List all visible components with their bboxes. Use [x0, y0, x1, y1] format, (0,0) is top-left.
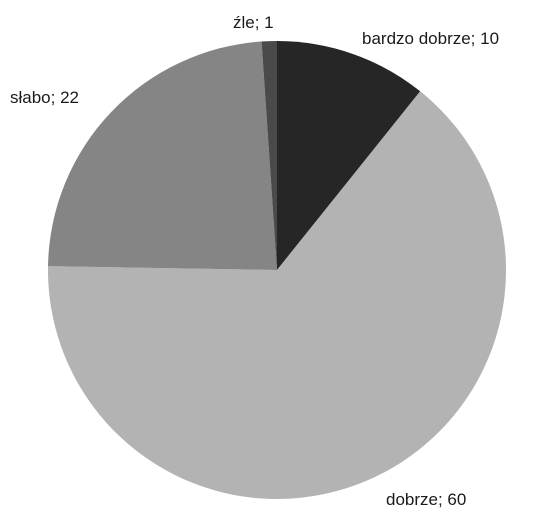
slice-label-slabo: słabo; 22 [10, 88, 79, 107]
pie-labels: bardzo dobrze; 10 dobrze; 60 słabo; 22 ź… [10, 13, 499, 509]
pie-slices [47, 40, 506, 500]
slice-label-dobrze: dobrze; 60 [386, 490, 466, 509]
slice-label-bardzo-dobrze: bardzo dobrze; 10 [362, 29, 499, 48]
pie-slice-słabo [48, 41, 277, 270]
pie-slice-źle [261, 40, 277, 270]
pie-slice-dobrze [47, 91, 506, 500]
slice-label-zle: źle; 1 [233, 13, 274, 32]
pie-slice-bardzo-dobrze [277, 41, 421, 270]
